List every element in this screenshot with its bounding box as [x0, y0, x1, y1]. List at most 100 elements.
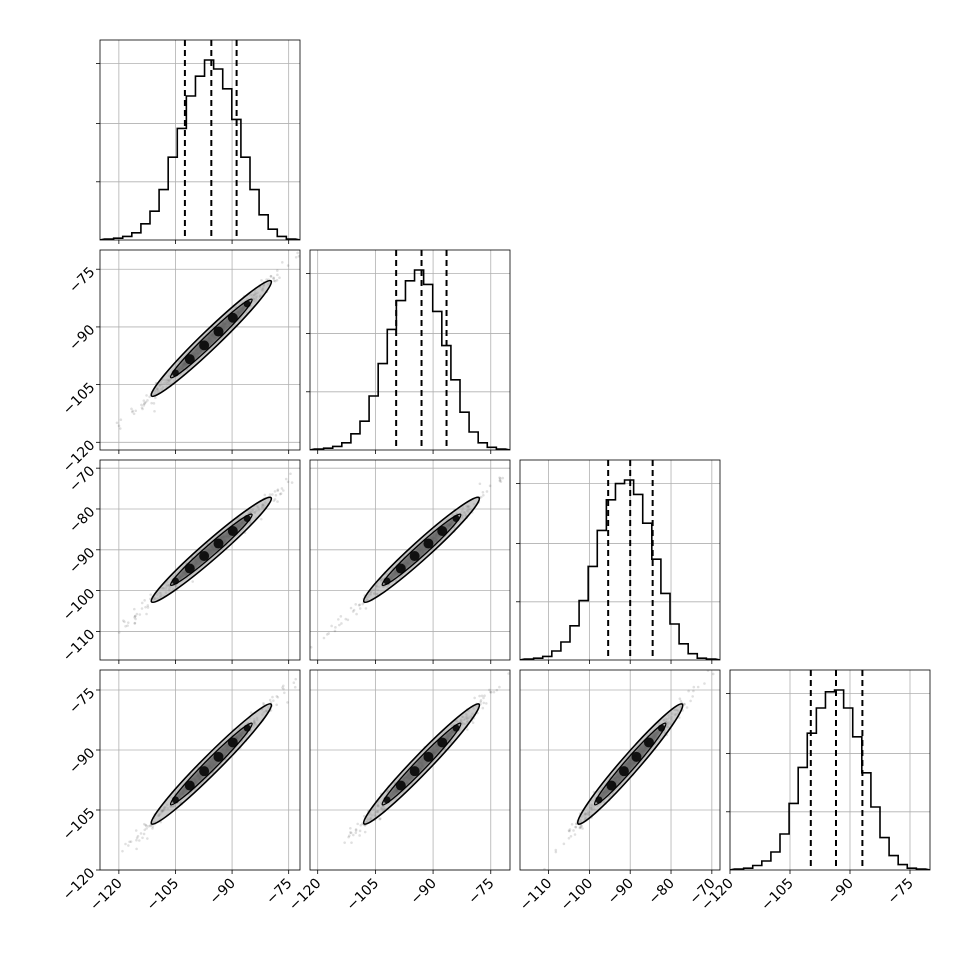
contour-outer: [362, 496, 481, 604]
sample-point: [269, 701, 273, 704]
sample-point: [123, 620, 126, 624]
sample-point: [135, 612, 139, 616]
contour-inner: [169, 298, 253, 379]
sample-point: [268, 698, 272, 702]
sample-point: [269, 274, 273, 278]
sample-point: [580, 824, 584, 828]
sample-point: [145, 827, 148, 830]
sample-point: [569, 835, 573, 838]
density-core-blob: [409, 551, 420, 562]
sample-point: [685, 706, 689, 709]
sample-point: [148, 395, 151, 399]
sample-point: [334, 626, 337, 629]
panel-frame-2-1: [309, 459, 511, 661]
ytick-label-3-3: −75: [66, 685, 98, 717]
sample-point: [151, 827, 154, 830]
contour-outer: [576, 703, 684, 825]
sample-point: [297, 254, 300, 258]
sample-point: [356, 822, 359, 826]
density-core-blob: [395, 563, 406, 574]
density-core-blob: [213, 751, 224, 762]
sample-point: [485, 490, 489, 493]
sample-point: [712, 667, 715, 670]
sample-point: [151, 825, 155, 828]
histogram-line-0: [100, 59, 300, 240]
ytick-label-1-3: −75: [66, 264, 98, 296]
sample-point: [339, 615, 343, 618]
ytick-label-1-2: −90: [66, 322, 98, 354]
ytick-label-1-1: −105: [60, 380, 99, 419]
density-core-blob: [409, 766, 420, 777]
sample-point: [572, 829, 575, 832]
sample-point: [293, 685, 297, 689]
contour-inner: [169, 722, 253, 806]
histogram-panel-0: [96, 39, 301, 244]
sample-point: [142, 822, 146, 826]
sample-point: [145, 612, 148, 616]
sample-point: [483, 694, 486, 698]
sample-point: [683, 702, 686, 706]
sample-point: [314, 872, 317, 875]
sample-point: [574, 825, 578, 829]
sample-point: [354, 829, 358, 832]
sample-point: [131, 409, 135, 413]
sample-point: [268, 493, 272, 496]
sample-point: [357, 603, 361, 607]
ytick-label-3-1: −105: [60, 805, 99, 844]
sample-point: [145, 394, 148, 397]
sample-point: [141, 836, 144, 840]
sample-point: [191, 580, 195, 583]
histogram-panel-2: [516, 459, 721, 664]
sample-point: [146, 604, 150, 607]
sample-point: [276, 500, 279, 503]
density-core-blob: [227, 526, 238, 537]
sample-point: [142, 404, 146, 407]
sample-point: [133, 615, 137, 618]
sample-point: [154, 396, 157, 400]
sample-point: [140, 403, 143, 407]
sample-point: [351, 610, 355, 613]
contour-inner: [381, 513, 462, 587]
sample-point: [140, 607, 144, 610]
density-core-blob: [184, 780, 195, 791]
sample-point: [340, 622, 343, 625]
histogram-line-1: [310, 269, 510, 450]
density-core-blob: [199, 551, 210, 562]
histogram-line-2: [520, 479, 720, 660]
sample-point: [568, 829, 571, 833]
sample-point: [149, 593, 152, 596]
sample-point: [358, 834, 361, 837]
sample-point: [703, 682, 706, 685]
sample-point: [354, 603, 357, 606]
ytick-label-2-1: −100: [60, 586, 99, 625]
sample-point: [275, 278, 279, 282]
sample-point: [133, 607, 136, 611]
ytick-label-2-0: −110: [60, 626, 99, 665]
sample-point: [578, 826, 582, 829]
density-core-blob: [184, 354, 195, 365]
xtick-label-1-2: −90: [408, 876, 440, 908]
sample-point: [488, 688, 491, 692]
sample-point: [249, 711, 253, 714]
sample-point: [354, 828, 358, 831]
sample-point: [141, 407, 144, 411]
sample-point: [333, 629, 337, 633]
density-core-blob: [227, 737, 238, 748]
sample-point: [147, 825, 150, 828]
panel-frame-1-1: [309, 249, 511, 451]
sample-point: [352, 833, 355, 837]
sample-point: [327, 632, 330, 635]
sample-point: [574, 825, 577, 829]
density-core-blob: [437, 526, 448, 537]
sample-point: [358, 603, 362, 606]
xtick-label-1-3: −75: [465, 876, 497, 908]
sample-point: [276, 489, 279, 493]
sample-point: [101, 878, 104, 881]
xtick-label-2-2: −90: [605, 876, 637, 908]
histogram-line-3: [730, 689, 930, 870]
scatter-panel-2-0: −110−100−90−80−70: [60, 459, 301, 665]
contour-inner: [169, 513, 253, 587]
panel-frame-0-0: [99, 39, 301, 241]
contour-outer: [150, 703, 273, 825]
sample-point: [364, 607, 368, 610]
